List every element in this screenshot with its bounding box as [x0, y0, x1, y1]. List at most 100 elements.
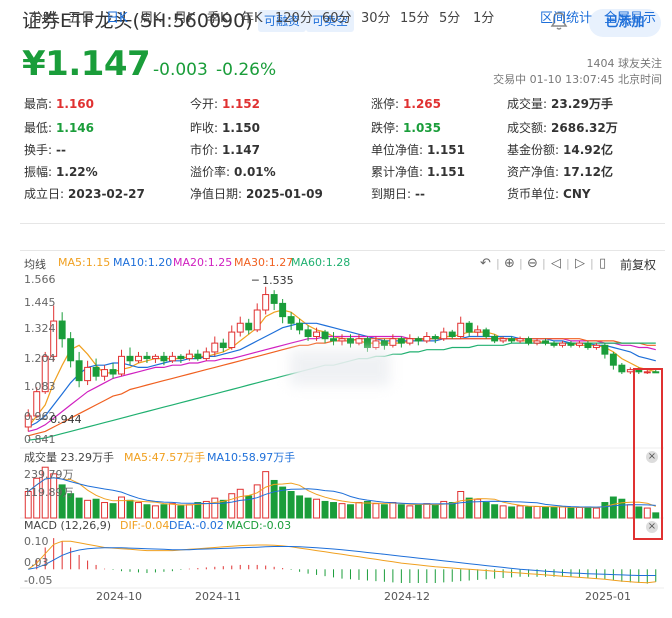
candle-body [135, 355, 142, 362]
volume-bar [287, 491, 295, 519]
stat-label: 成交额: [507, 121, 548, 135]
bell-icon[interactable] [548, 10, 570, 32]
tab-period[interactable]: 5分 [439, 11, 461, 26]
candle-body [601, 344, 609, 355]
tab-period[interactable]: 季K [207, 11, 229, 26]
adjust-mode-dropdown[interactable]: 前复权 [620, 258, 657, 272]
volume-bar [550, 506, 558, 519]
candle-body [296, 322, 304, 331]
price-change: -0.003 [153, 60, 208, 80]
volume-bar [118, 496, 125, 519]
period-tab-bar [20, 223, 665, 251]
candle-body [41, 355, 49, 393]
volume-bar [380, 504, 388, 519]
zoom-in-icon[interactable]: ⊕ [504, 256, 515, 271]
tab-period[interactable]: 120分 [275, 11, 313, 26]
legend-item: DEA:-0.02 [169, 519, 224, 532]
candle-body [67, 338, 75, 362]
candle-body [609, 353, 617, 366]
candle-type-icon[interactable]: ▯ [599, 256, 607, 271]
volume-bar [109, 503, 117, 519]
tab-period[interactable]: 60分 [322, 11, 352, 26]
candle-body [397, 338, 405, 344]
candle-body [202, 351, 210, 360]
volume-ma-line [27, 477, 656, 509]
tab-period[interactable]: 月K [174, 11, 196, 26]
volume-bar [151, 505, 159, 519]
close-volume-icon[interactable]: × [646, 451, 658, 463]
candle-body [457, 322, 465, 337]
price-change-pct: -0.26% [216, 60, 277, 80]
pan-right-icon[interactable]: ▷ [575, 256, 585, 271]
tab-period[interactable]: 年K [241, 11, 263, 26]
volume-bar [389, 502, 397, 519]
candle-body [542, 340, 549, 344]
candle-body [236, 322, 244, 333]
volume-bar [457, 491, 465, 519]
stat-label: 涨停: [371, 97, 400, 111]
stat-value: 1.151 [427, 143, 466, 157]
tab-period[interactable]: 1分 [473, 11, 495, 26]
volume-bar [643, 507, 651, 519]
candle-body [151, 355, 159, 360]
candle-body [389, 338, 397, 346]
volume-bar [482, 502, 490, 519]
candle-body [321, 331, 329, 340]
volume-bar [618, 498, 626, 519]
tab-period[interactable]: 30分 [361, 11, 391, 26]
volume-bar [363, 500, 371, 519]
legend-item: MA20:1.25 [173, 256, 233, 269]
candle-body [177, 355, 185, 360]
legend-item: MA60:1.28 [291, 256, 351, 269]
volume-bar [542, 506, 549, 519]
legend-item: MACD:-0.03 [226, 519, 292, 532]
tab-period[interactable]: 五日 [68, 11, 95, 26]
range-stats-button[interactable]: 区间统计 [540, 11, 593, 26]
candle-body [75, 360, 83, 382]
candle-body [313, 331, 321, 337]
tab-period[interactable]: 周K [140, 11, 162, 26]
stat-label: 昨收: [190, 121, 219, 135]
volume-bar [296, 495, 304, 519]
stat-item: 跌停: 1.035 [371, 119, 441, 136]
candle-body [338, 338, 346, 342]
tab-period[interactable]: 15分 [400, 11, 430, 26]
ma-label: 均线 [24, 258, 46, 271]
current-price: ¥1.147 [22, 44, 151, 84]
kline-chart[interactable] [0, 270, 672, 590]
candle-body [50, 320, 58, 357]
tab-period[interactable]: 分时 [30, 11, 57, 26]
stat-item: 成立日: 2023-02-27 [24, 185, 145, 202]
legend-item: MA5:47.57万手 [124, 451, 206, 464]
tab-period[interactable]: 日K [106, 11, 128, 26]
followers-count[interactable]: 1404 球友关注 [586, 57, 663, 70]
volume-bar [601, 502, 609, 519]
x-axis-label: 2024-11 [195, 590, 241, 603]
volume-bar [202, 500, 210, 519]
zoom-out-icon[interactable]: ⊖ [527, 256, 538, 271]
legend-item: MA10:1.20 [113, 256, 173, 269]
candle-body [101, 369, 109, 377]
volume-bar [609, 496, 617, 519]
undo-icon[interactable]: ↶ [480, 256, 491, 271]
candle-body [245, 322, 253, 331]
candle-body [372, 340, 380, 349]
stat-value: 2686.32万 [551, 121, 618, 135]
stat-value: 1.151 [427, 165, 466, 179]
volume-ma-line [27, 477, 656, 508]
volume-bar [567, 507, 575, 519]
stat-item: 基金份额: 14.92亿 [507, 141, 613, 158]
volume-bar [135, 502, 142, 519]
candle-body [118, 355, 125, 375]
pan-left-icon[interactable]: ◁ [551, 256, 561, 271]
close-macd-icon[interactable]: × [646, 521, 658, 533]
volume-bar [270, 479, 278, 519]
volume-bar [92, 498, 100, 519]
volume-bar [423, 503, 431, 519]
volume-bar [304, 497, 312, 519]
x-axis-label: 2024-12 [384, 590, 430, 603]
added-watchlist-button[interactable]: 已添加 [589, 9, 661, 37]
separator: | [496, 257, 500, 270]
volume-bar [338, 503, 346, 519]
fullscreen-button[interactable]: 全屏显示 [604, 11, 657, 26]
